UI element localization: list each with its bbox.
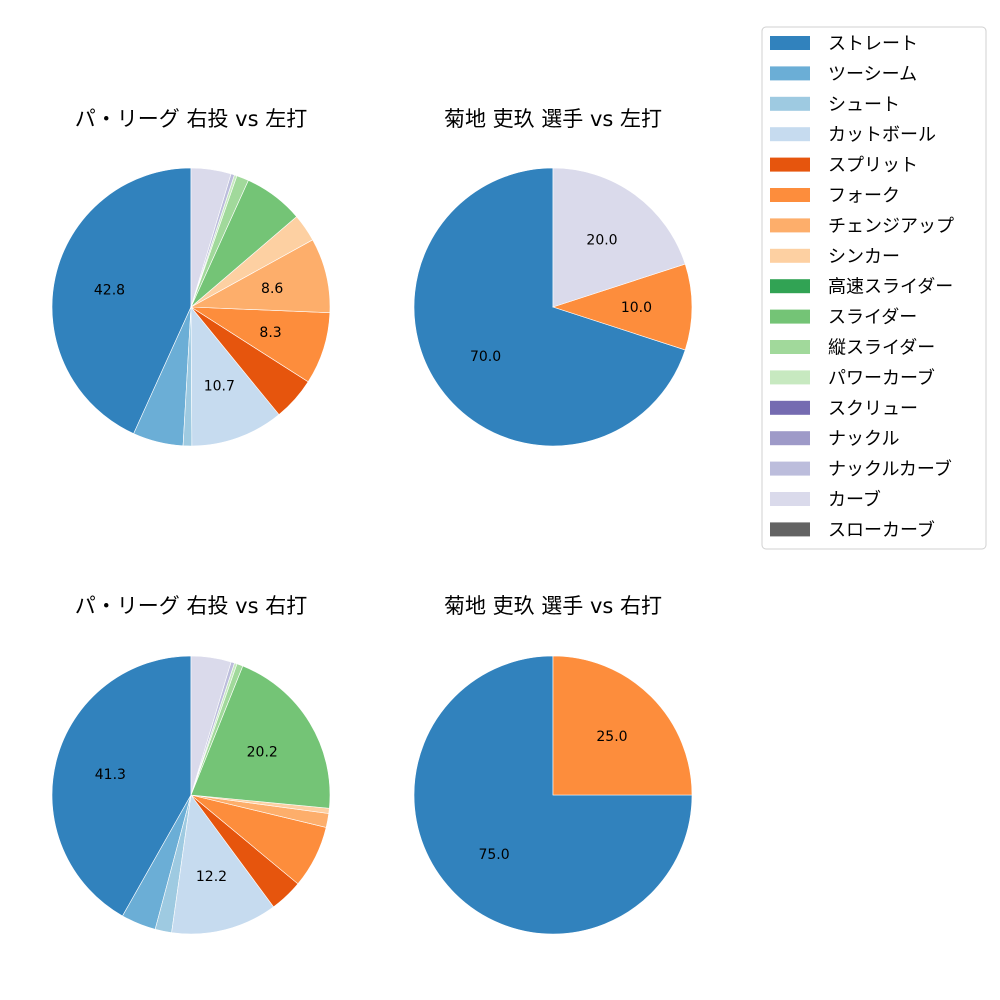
legend-label: ツーシーム xyxy=(828,64,917,85)
slice-label: 8.3 xyxy=(259,325,281,341)
legend-label: ナックルカーブ xyxy=(828,458,952,480)
slice-label: 25.0 xyxy=(596,729,627,745)
legend-label: 高速スライダー xyxy=(828,277,953,298)
pie-slice xyxy=(552,655,693,796)
legend-label: スライダー xyxy=(828,307,917,328)
legend-entry: スローカーブ xyxy=(770,519,935,541)
legend-swatch xyxy=(770,309,810,324)
chart-title: 菊地 吏玖 選手 vs 左打 xyxy=(444,107,662,131)
legend-entry: ツーシーム xyxy=(770,64,917,85)
legend-swatch xyxy=(770,248,810,263)
legend-swatch xyxy=(770,431,810,446)
slice-label: 41.3 xyxy=(95,767,126,783)
legend-label: 縦スライダー xyxy=(828,338,935,359)
legend-entry: チェンジアップ xyxy=(770,216,954,237)
pie-chart-3: パ・リーグ 右投 vs 右打 41.3 12.2 20.2 xyxy=(51,594,331,935)
legend-entry: ナックル xyxy=(770,429,899,450)
legend-label: ナックル xyxy=(828,429,899,450)
legend-frame xyxy=(761,26,987,550)
legend-entry: シンカー xyxy=(770,246,900,267)
slice-label: 10.7 xyxy=(204,378,235,394)
legend-swatch xyxy=(770,279,810,294)
chart-title: パ・リーグ 右投 vs 右打 xyxy=(75,594,307,618)
slice-label: 10.0 xyxy=(621,300,652,316)
pie-chart-2: 菊地 吏玖 選手 vs 左打 70.0 10.0 20.0 xyxy=(413,107,693,447)
legend-swatch xyxy=(770,188,810,202)
legend-swatch xyxy=(770,461,810,476)
legend-swatch xyxy=(770,157,810,172)
legend-swatch xyxy=(770,36,810,50)
slice-label: 75.0 xyxy=(478,847,509,863)
slice-label: 20.0 xyxy=(586,233,617,249)
legend-swatch xyxy=(770,66,810,81)
pie-slice xyxy=(171,794,274,935)
legend-entry: スプリット xyxy=(770,155,918,176)
pie-slice xyxy=(413,655,693,935)
legend-label: シュート xyxy=(828,94,900,115)
legend-entry: スライダー xyxy=(770,307,917,328)
legend-label: パワーカーブ xyxy=(828,367,935,389)
pie-slice xyxy=(51,655,192,917)
slice-label: 70.0 xyxy=(470,349,501,365)
pie-slice xyxy=(190,665,331,809)
pie-slice xyxy=(552,167,686,308)
pie-slice xyxy=(190,655,232,796)
slice-label: 20.2 xyxy=(247,745,278,761)
legend-entry: カーブ xyxy=(770,489,881,511)
legend-swatch xyxy=(770,370,810,385)
legend-label: スプリット xyxy=(828,155,918,176)
pie-chart-4: 菊地 吏玖 選手 vs 右打 75.0 25.0 xyxy=(413,594,693,935)
legend-label: カーブ xyxy=(828,489,881,511)
legend-entry: フォーク xyxy=(770,186,900,207)
legend-entry: ストレート xyxy=(770,34,918,55)
pie-chart-1: パ・リーグ 右投 vs 左打 42.8 10.7 8.3 8.6 xyxy=(51,107,331,447)
pie-slice xyxy=(413,167,686,447)
slice-label: 8.6 xyxy=(261,281,283,297)
pie-slice xyxy=(190,167,232,308)
legend: ストレートツーシームシュートカットボールスプリットフォークチェンジアップシンカー… xyxy=(761,26,987,550)
legend-items: ストレートツーシームシュートカットボールスプリットフォークチェンジアップシンカー… xyxy=(770,34,954,541)
legend-label: ストレート xyxy=(828,34,918,55)
pie-slice xyxy=(51,167,192,435)
legend-swatch xyxy=(770,492,810,506)
legend-swatch xyxy=(770,96,810,111)
slice-label: 12.2 xyxy=(196,869,227,885)
legend-swatch xyxy=(770,218,810,233)
legend-label: スクリュー xyxy=(828,398,918,419)
pie-slice xyxy=(552,263,693,351)
legend-entry: パワーカーブ xyxy=(770,367,935,389)
legend-entry: カットボール xyxy=(770,125,936,146)
chart-title: パ・リーグ 右投 vs 左打 xyxy=(75,107,307,131)
legend-swatch xyxy=(770,522,810,537)
legend-entry: 縦スライダー xyxy=(770,338,935,359)
legend-swatch xyxy=(770,400,810,415)
legend-swatch xyxy=(770,340,810,354)
legend-entry: ナックルカーブ xyxy=(770,458,952,480)
legend-label: シンカー xyxy=(828,246,900,267)
chart-title: 菊地 吏玖 選手 vs 右打 xyxy=(444,594,662,618)
slice-label: 42.8 xyxy=(94,282,125,298)
legend-swatch xyxy=(770,127,810,142)
charts-layer: パ・リーグ 右投 vs 左打 42.8 10.7 8.3 8.6 菊地 吏玖 選手 vs … xyxy=(51,107,693,935)
legend-label: フォーク xyxy=(828,186,900,207)
legend-label: カットボール xyxy=(828,125,936,146)
pie-slice xyxy=(190,306,280,447)
legend-entry: 高速スライダー xyxy=(770,277,953,298)
legend-label: チェンジアップ xyxy=(828,216,954,237)
legend-entry: スクリュー xyxy=(770,398,918,419)
legend-label: スローカーブ xyxy=(828,519,935,541)
legend-entry: シュート xyxy=(770,94,900,115)
